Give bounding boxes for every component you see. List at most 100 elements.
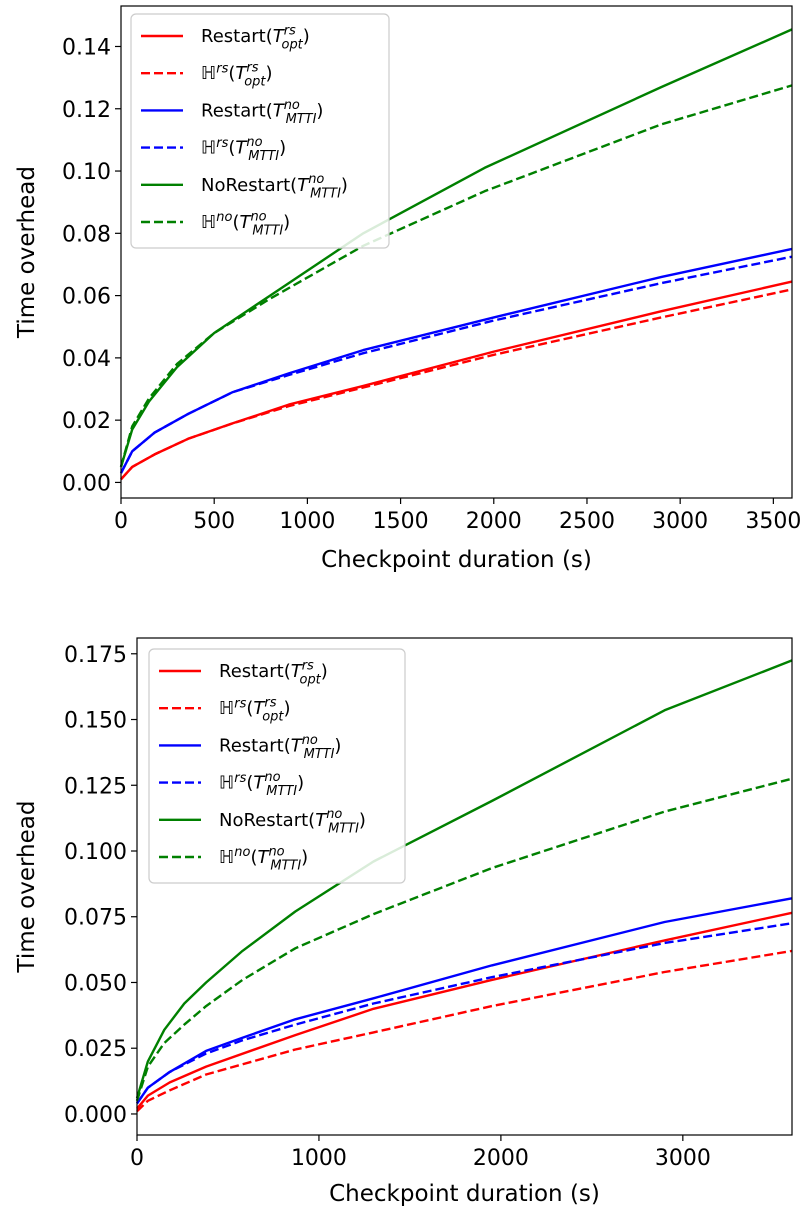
legend-sub: opt <box>282 37 304 52</box>
legend-sup: no <box>284 98 300 113</box>
legend-T: T <box>291 735 304 756</box>
x-tick-label: 1000 <box>291 1146 347 1171</box>
y-tick-label: 0.000 <box>64 1103 127 1128</box>
y-tick-label: 0.050 <box>64 971 127 996</box>
y-tick-label: 0.150 <box>64 709 127 734</box>
legend-sup: rs <box>246 61 258 76</box>
series-line-h_rs_opt <box>120 288 793 481</box>
legend-base: Restart( <box>201 100 273 121</box>
y-tick-label: 0.125 <box>64 774 127 799</box>
legend-sub: opt <box>262 710 284 725</box>
y-tick-label: 0.04 <box>62 347 111 372</box>
legend-label-restart_mttl: Restart(Tno MTTI) <box>201 98 323 127</box>
legend-sub: MTTI <box>304 747 335 762</box>
series-line-restart_opt <box>136 911 793 1110</box>
legend-tail: ) <box>334 735 341 756</box>
legend-mid: ( <box>232 212 239 233</box>
y-tick-label: 0.02 <box>62 409 111 434</box>
legend-label-h_rs_mttl: ℍrs(Tno MTTI) <box>219 770 304 799</box>
x-tick-label: 3500 <box>745 509 801 534</box>
plot-frame <box>120 5 793 499</box>
legend-T: T <box>253 773 266 794</box>
legend-base: NoRestart( <box>201 175 297 196</box>
legend-T: T <box>253 698 266 719</box>
chart-bottom: 0 1000 2000 3000 0.000 0.025 0.050 0.075 0.100 0.… <box>14 637 793 1207</box>
legend-tail: ) <box>265 63 272 84</box>
legend-label-restart_mttl: Restart(Tno MTTI) <box>219 733 341 762</box>
legend-base: ℍ <box>219 847 234 868</box>
legend-base: ℍ <box>219 773 234 794</box>
legend-label-h_no_mttl: ℍno(Tno MTTI) <box>201 209 290 238</box>
legend-sup: rs <box>302 658 314 673</box>
series-line-norestart_mttl <box>135 659 793 1099</box>
legend-base-sup: rs <box>216 61 228 76</box>
legend-sup: no <box>302 733 318 748</box>
x-tick-label: 0 <box>130 1146 144 1171</box>
x-tick-label: 1000 <box>279 509 335 534</box>
legend-base: ℍ <box>201 63 216 84</box>
legend-sup: no <box>250 209 266 224</box>
y-tick-label: 0.06 <box>62 285 111 310</box>
x-tick-label: 3000 <box>652 509 708 534</box>
plot-frame <box>136 637 793 1136</box>
series-line-norestart_mttl <box>119 28 793 468</box>
legend-base-sup: rs <box>216 136 228 151</box>
legend-label-norestart_mttl: NoRestart(Tno MTTI) <box>201 172 348 201</box>
x-tick-label: 500 <box>193 509 235 534</box>
legend-base-sup: rs <box>234 771 246 786</box>
y-axis-label: Time overhead <box>14 166 40 339</box>
legend-box <box>130 13 390 249</box>
legend-tail: ) <box>297 773 304 794</box>
legend-tail: ) <box>301 847 308 868</box>
legend-label-h_no_mttl: ℍno(Tno MTTI) <box>219 844 308 873</box>
legend-T: T <box>235 138 248 159</box>
legend-tail: ) <box>341 175 348 196</box>
legend-base: ℍ <box>201 212 216 233</box>
legend-T: T <box>315 810 328 831</box>
legend-tail: ) <box>321 661 328 682</box>
legend-sup: no <box>264 770 280 785</box>
legend-sub: MTTI <box>328 821 359 836</box>
legend-label-h_rs_opt: ℍrs(Trs opt) <box>201 61 272 90</box>
x-tick-label: 3000 <box>655 1146 711 1171</box>
series-line-h_rs_opt <box>136 949 793 1113</box>
legend-base: Restart( <box>201 26 273 47</box>
legend-sub: MTTI <box>286 112 317 127</box>
x-tick-label: 2500 <box>559 509 615 534</box>
series-line-h_rs_mttl <box>119 255 793 474</box>
legend-tail: ) <box>283 698 290 719</box>
series-line-h_no_mttl <box>119 84 793 468</box>
legend-sub: MTTI <box>270 858 301 873</box>
legend-tail: ) <box>283 212 290 233</box>
legend-sup: rs <box>284 23 296 38</box>
legend-mid: ( <box>228 63 235 84</box>
legend: Restart(Trs opt)ℍrs(Trs opt)Restart(Tno MTT… <box>148 648 406 884</box>
x-tick-label: 1500 <box>373 509 429 534</box>
legend-T: T <box>297 175 310 196</box>
y-tick-label: 0.075 <box>64 906 127 931</box>
legend-base-sup: no <box>234 845 250 860</box>
y-tick-label: 0.025 <box>64 1037 127 1062</box>
legend-label-h_rs_opt: ℍrs(Trs opt) <box>219 696 290 725</box>
legend-sub: MTTI <box>266 784 297 799</box>
legend-sub: MTTI <box>310 186 341 201</box>
legend-tail: ) <box>359 810 366 831</box>
legend-box <box>148 648 406 884</box>
legend-mid: ( <box>250 847 257 868</box>
x-axis-label: Checkpoint duration (s) <box>321 547 592 573</box>
legend-sub: opt <box>244 75 266 90</box>
y-tick-label: 0.175 <box>64 643 127 668</box>
legend-T: T <box>291 661 304 682</box>
legend-T: T <box>257 847 270 868</box>
x-tick-label: 0 <box>114 509 128 534</box>
legend-sup: no <box>268 844 284 859</box>
legend-T: T <box>273 26 286 47</box>
legend-label-restart_opt: Restart(Trs opt) <box>219 658 328 687</box>
chart-top: 0 500 1000 1500 2000 2500 3000 3500 0.00 0.02 0.04… <box>14 5 801 573</box>
series-line-h_no_mttl <box>135 777 793 1102</box>
legend-mid: ( <box>228 138 235 159</box>
x-axis-label: Checkpoint duration (s) <box>329 1181 600 1207</box>
legend-base: Restart( <box>219 661 291 682</box>
y-tick-label: 0.100 <box>64 840 127 865</box>
